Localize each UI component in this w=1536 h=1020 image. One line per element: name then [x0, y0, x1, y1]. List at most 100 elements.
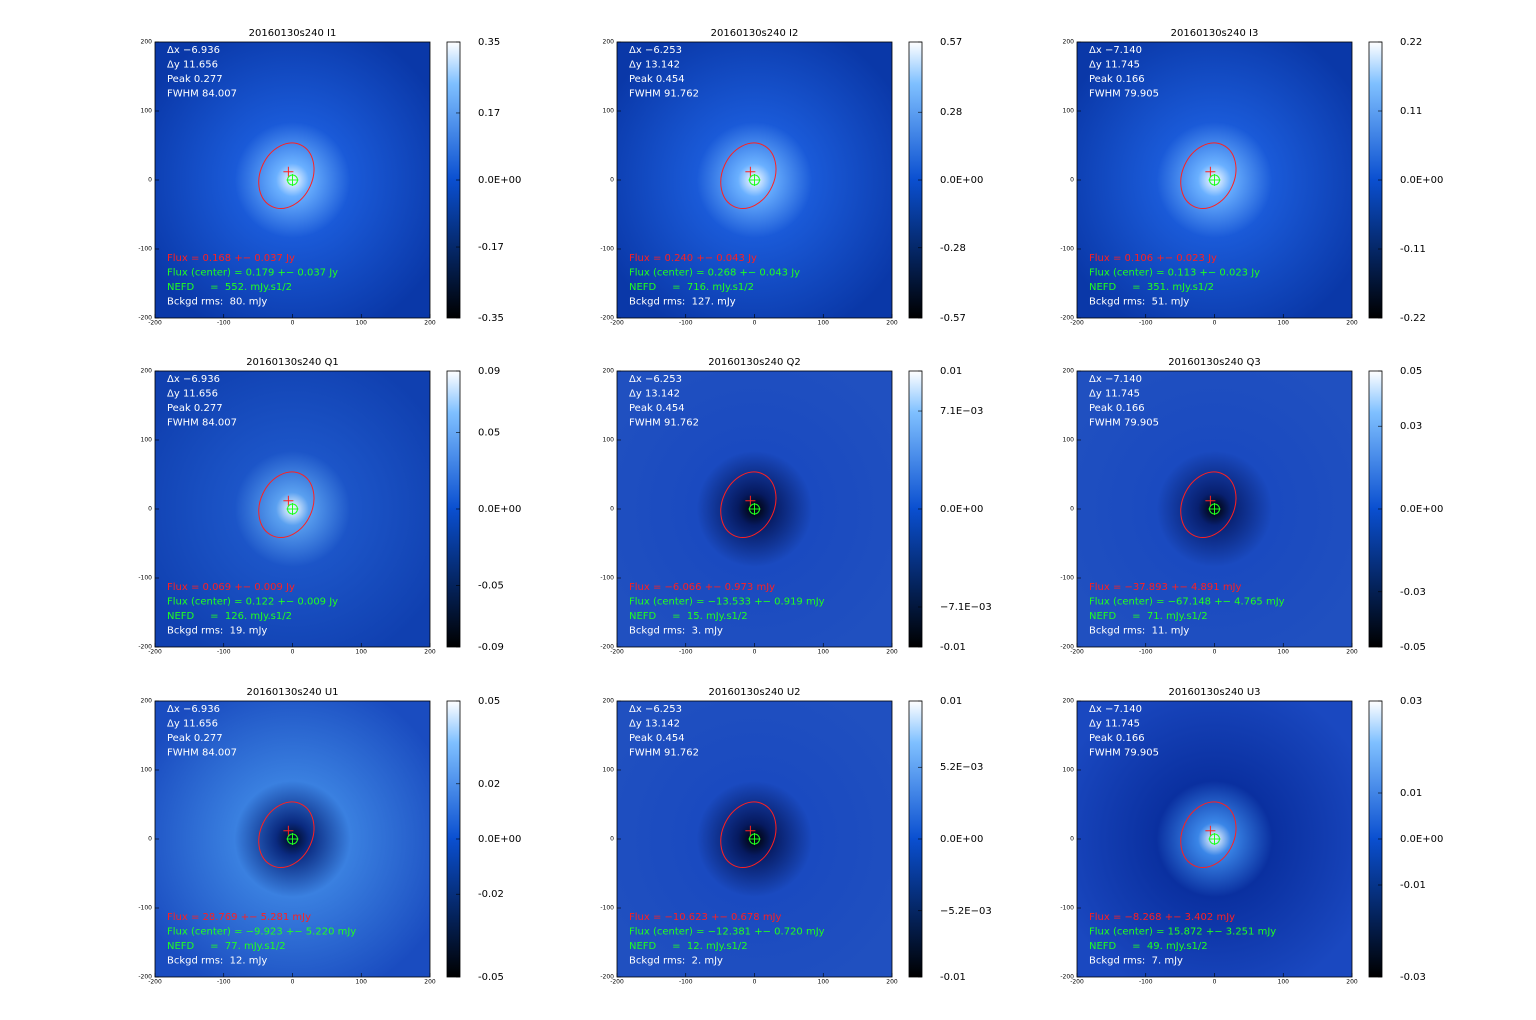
colorbar-tick-label: 0.05: [1400, 366, 1422, 377]
x-tick-label: 0: [1213, 649, 1217, 656]
panel-title: 20160130s240 I3: [1171, 28, 1259, 39]
stat-text: FWHM 91.762: [629, 89, 699, 100]
colorbar-tick-label: -0.03: [1400, 587, 1426, 598]
y-tick-label: 0: [1070, 836, 1074, 843]
x-tick-label: -200: [1070, 649, 1084, 656]
colorbar-tick-label: 0.01: [1400, 788, 1422, 799]
colorbar-tick-label: -0.05: [478, 972, 504, 983]
y-tick-label: -200: [600, 644, 614, 651]
panel: 20160130s240 I1 -200 -100 0 100 200 -200 -100 0 1…: [138, 28, 521, 327]
stat-text: Δy 11.656: [167, 389, 218, 400]
peak-cross: [283, 825, 294, 836]
colorbar-tick-label: 0.57: [940, 37, 962, 48]
colorbar-tick-label: 7.1E−03: [940, 406, 983, 417]
colorbar-tick-label: -0.02: [478, 889, 504, 900]
y-tick-label: -100: [138, 246, 152, 253]
panel: 20160130s240 I3 -200 -100 0 100 200 -200 -100 0 1…: [1060, 28, 1443, 327]
peak-cross: [745, 166, 756, 177]
colorbar-tick-label: 0.02: [478, 779, 500, 790]
flux-text: NEFD = 12. mJy.s1/2: [629, 941, 748, 952]
flux-text: Bckgd rms: 19. mJy: [167, 626, 267, 637]
x-tick-label: -100: [217, 320, 231, 327]
colorbar-tick-label: −5.2E−03: [940, 906, 992, 917]
fwhm-ellipse: [720, 801, 777, 868]
x-tick-label: -200: [610, 979, 624, 986]
panel: 20160130s240 U3 -200 -100 0 100 200 -200 -100 0 1…: [1060, 687, 1443, 986]
y-tick-label: 100: [603, 108, 615, 115]
y-tick-label: 0: [1070, 177, 1074, 184]
fwhm-ellipse: [258, 471, 315, 538]
center-cross: [748, 174, 761, 186]
panel-title: 20160130s240 I2: [711, 28, 799, 39]
stat-text: FWHM 91.762: [629, 748, 699, 759]
colorbar-tick-label: 0.03: [1400, 696, 1422, 707]
x-tick-label: -200: [610, 649, 624, 656]
x-tick-label: 200: [1346, 649, 1358, 656]
stat-text: FWHM 91.762: [629, 418, 699, 429]
panel: 20160130s240 I2 -200 -100 0 100 200 -200 -100 0 1…: [600, 28, 983, 327]
center-cross: [1208, 833, 1221, 845]
x-tick-label: 100: [818, 320, 830, 327]
x-tick-label: 200: [424, 649, 436, 656]
fwhm-ellipse: [1180, 142, 1237, 209]
x-tick-label: 100: [818, 979, 830, 986]
x-tick-label: 0: [753, 649, 757, 656]
y-tick-label: 0: [148, 506, 152, 513]
colorbar-tick-label: 0.28: [940, 107, 962, 118]
flux-text: NEFD = 351. mJy.s1/2: [1089, 282, 1214, 293]
panel-title: 20160130s240 I1: [249, 28, 337, 39]
flux-text: NEFD = 15. mJy.s1/2: [629, 611, 748, 622]
stat-text: Peak 0.277: [167, 733, 223, 744]
stat-text: FWHM 84.007: [167, 89, 237, 100]
y-tick-label: -100: [600, 575, 614, 582]
stat-text: Δy 11.745: [1089, 389, 1140, 400]
peak-cross: [283, 166, 294, 177]
x-tick-label: 0: [1213, 979, 1217, 986]
fwhm-ellipse: [720, 471, 777, 538]
y-tick-label: 200: [1063, 698, 1075, 705]
panel: 20160130s240 Q2 -200 -100 0 100 200 -200 -100 0 1…: [600, 357, 991, 656]
colorbar-tick-label: -0.22: [1400, 313, 1426, 324]
peak-cross: [283, 495, 294, 506]
x-tick-label: -200: [148, 649, 162, 656]
y-tick-label: -200: [138, 974, 152, 981]
y-tick-label: -200: [1060, 644, 1074, 651]
x-tick-label: 0: [291, 320, 295, 327]
x-tick-label: 100: [1278, 979, 1290, 986]
flux-text: NEFD = 126. mJy.s1/2: [167, 611, 292, 622]
fwhm-ellipse: [720, 142, 777, 209]
x-tick-label: 200: [886, 649, 898, 656]
y-tick-label: 0: [148, 836, 152, 843]
colorbar-tick-label: 0.11: [1400, 106, 1422, 117]
y-tick-label: 100: [1063, 437, 1075, 444]
fwhm-ellipse: [1180, 801, 1237, 868]
flux-text: Flux (center) = 0.179 +− 0.037 Jy: [167, 268, 338, 279]
colorbar-tick-label: −7.1E−03: [940, 602, 992, 613]
y-tick-label: -100: [600, 246, 614, 253]
stat-text: FWHM 79.905: [1089, 89, 1159, 100]
flux-text: Flux = 0.240 +− 0.043 Jy: [629, 253, 757, 264]
stat-text: Δy 13.142: [629, 719, 680, 730]
colorbar-tick-label: 0.0E+00: [478, 175, 521, 186]
y-tick-label: 100: [603, 437, 615, 444]
flux-text: Flux (center) = −9.923 +− 5.220 mJy: [167, 927, 356, 938]
center-cross: [286, 503, 299, 515]
y-tick-label: 200: [141, 39, 153, 46]
flux-text: Flux = 0.106 +− 0.023 Jy: [1089, 253, 1217, 264]
peak-cross: [745, 825, 756, 836]
flux-text: Bckgd rms: 2. mJy: [629, 956, 723, 967]
x-tick-label: -200: [1070, 320, 1084, 327]
fwhm-ellipse: [258, 801, 315, 868]
stat-text: Peak 0.454: [629, 733, 685, 744]
stat-text: Peak 0.166: [1089, 403, 1145, 414]
panel-title: 20160130s240 Q1: [246, 357, 339, 368]
x-tick-label: -100: [679, 979, 693, 986]
stat-text: Δx −7.140: [1089, 374, 1142, 385]
y-tick-label: 200: [1063, 39, 1075, 46]
colorbar-tick-label: 0.0E+00: [1400, 504, 1443, 515]
x-tick-label: -100: [217, 649, 231, 656]
panel: 20160130s240 Q1 -200 -100 0 100 200 -200 -100 0 1…: [138, 357, 521, 656]
flux-text: Flux = 0.168 +− 0.037 Jy: [167, 253, 295, 264]
y-tick-label: -200: [600, 315, 614, 322]
stat-text: Peak 0.454: [629, 74, 685, 85]
